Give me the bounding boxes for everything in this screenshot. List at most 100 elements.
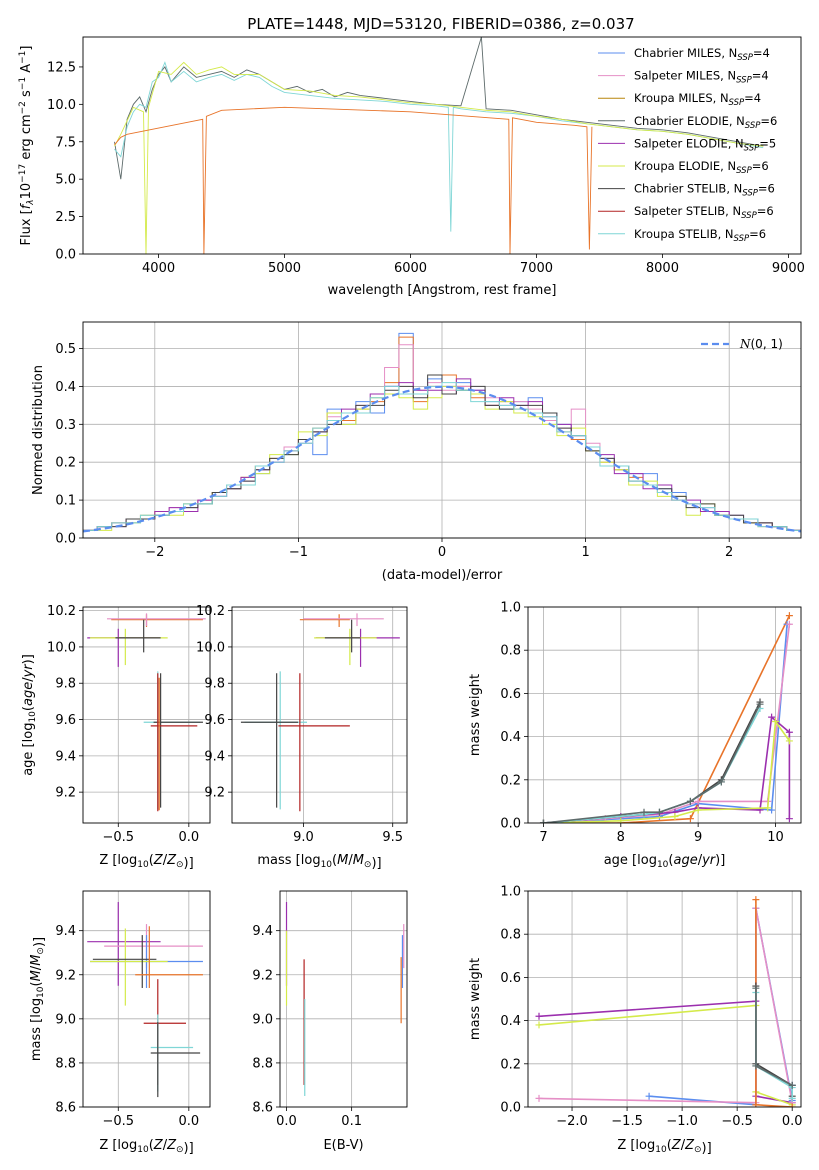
- axes-mass-vs-Z: −0.5 0.08.68.89.09.29.4Z [log10(Z/Z⊙)]mas…: [29, 890, 211, 1156]
- axes-frame: [82, 606, 211, 824]
- y-tick-label: 9.4: [55, 924, 76, 939]
- y-tick-label: 9.0: [252, 1012, 273, 1027]
- weight-line: [538, 1000, 793, 1104]
- data-point: [785, 737, 793, 745]
- label-text: /: [698, 853, 703, 868]
- spectrum-line: [114, 61, 764, 254]
- data-point: [640, 808, 648, 816]
- y-axis-label: Normed distribution: [31, 365, 46, 495]
- label-sub: 10: [137, 860, 149, 870]
- y-tick-label: 10.0: [47, 640, 76, 655]
- label-text: ⊙: [176, 860, 184, 870]
- y-tick-label: 0.3: [55, 418, 76, 433]
- data-point: [535, 1094, 543, 1102]
- legend-entry: Salpeter MILES, NSSP=4: [634, 69, 769, 86]
- y-tick-label: 9.0: [55, 1012, 76, 1027]
- legend-entry: Salpeter STELIB, NSSP=6: [634, 204, 774, 221]
- label-text: Z: [166, 1138, 177, 1153]
- y-tick-label: 10.0: [47, 98, 76, 113]
- y-tick-label: 9.2: [204, 786, 225, 801]
- plot-area: [535, 896, 796, 1107]
- label-text: (: [149, 1138, 154, 1153]
- plot-area: [114, 37, 764, 254]
- legend-entry: Salpeter ELODIE, NSSP=5: [634, 136, 776, 153]
- axes-frame: [279, 890, 408, 1108]
- data-point: [539, 819, 547, 823]
- x-tick-label: 0.0: [276, 1114, 297, 1129]
- legend-sub: SSP: [742, 189, 758, 199]
- data-point: [686, 797, 694, 805]
- y-tick-label: 9.4: [252, 924, 273, 939]
- data-point: [785, 620, 793, 628]
- data-point: [752, 984, 760, 992]
- label-text: )]: [32, 937, 47, 947]
- y-tick-label: 8.8: [252, 1056, 273, 1071]
- legend-text: =6: [758, 182, 775, 196]
- data-point: [764, 804, 772, 812]
- label-text: )]: [702, 1141, 712, 1156]
- legend-text: =4: [744, 91, 761, 105]
- label-text: Z [log: [99, 1138, 137, 1153]
- label-text: age [log: [604, 853, 657, 868]
- label-text: age: [673, 853, 697, 868]
- legend-text: =6: [749, 227, 766, 241]
- label-text: /: [681, 1138, 686, 1153]
- label-sub: 10: [657, 860, 669, 870]
- label-text: )]: [184, 1141, 194, 1156]
- ylabel-part: A: [19, 64, 34, 77]
- axes-frame: [527, 606, 802, 824]
- legend-text: Salpeter ELODIE, N: [634, 136, 744, 150]
- y-tick-label: 9.6: [204, 713, 225, 728]
- x-tick-label: 0.0: [178, 830, 199, 845]
- y-axis-label: mass weight: [468, 674, 483, 756]
- x-tick-label: −0.5: [102, 830, 134, 845]
- legend-sub: SSP: [744, 143, 760, 153]
- data-point: [788, 1103, 796, 1107]
- label-text: /: [348, 853, 353, 868]
- label-text: (: [667, 1138, 672, 1153]
- data-point: [785, 612, 793, 620]
- data-point: [768, 806, 776, 814]
- x-axis-label: (data-model)/error: [382, 568, 503, 583]
- legend-text: =4: [752, 69, 769, 83]
- data-point: [756, 700, 764, 708]
- legend-sub: SSP: [734, 234, 750, 244]
- x-tick-label: 2: [725, 545, 733, 560]
- x-tick-label: 7: [539, 830, 547, 845]
- legend-text: =6: [760, 114, 777, 128]
- label-text: Z: [153, 853, 164, 868]
- label-text: mass [log: [29, 998, 44, 1061]
- x-axis-label: E(B-V): [323, 1138, 363, 1153]
- label-text: M: [29, 970, 44, 981]
- axis-label: age [log10(age/yr)]: [21, 654, 38, 776]
- y-tick-label: 9.6: [55, 713, 76, 728]
- ylabel-part: f: [19, 202, 34, 209]
- y-tick-label: 0.6: [500, 687, 521, 702]
- axis-label: mass [log10(M/M⊙)]: [29, 937, 47, 1061]
- x-tick-label: 0.0: [782, 1114, 803, 1129]
- data-point: [645, 1092, 653, 1100]
- gaussian-curve: [83, 385, 801, 533]
- histogram-step: [83, 378, 801, 538]
- x-tick-label: −1.5: [611, 1114, 643, 1129]
- label-text: M: [353, 853, 364, 868]
- y-tick-label: 8.6: [252, 1101, 273, 1116]
- legend-text: (0, 1): [751, 337, 783, 351]
- legend-text: Chabrier STELIB, N: [634, 182, 742, 196]
- y-tick-label: 1.0: [500, 885, 521, 900]
- legend-entry: Chabrier MILES, NSSP=4: [634, 46, 770, 63]
- y-tick-label: 0.6: [500, 971, 521, 986]
- legend-entry: Chabrier STELIB, NSSP=6: [634, 182, 775, 199]
- legend-text: Kroupa STELIB, N: [634, 227, 734, 241]
- ylabel-part: erg cm: [19, 114, 34, 163]
- legend-text: Chabrier MILES, N: [634, 46, 737, 60]
- label-text: ⊙: [364, 860, 372, 870]
- legend-entry: N(0, 1): [739, 337, 783, 351]
- y-tick-label: 0.2: [500, 773, 521, 788]
- label-text: ⊙: [694, 1145, 702, 1155]
- label-text: age [log: [21, 723, 36, 776]
- legend-text: Salpeter STELIB, N: [634, 204, 741, 218]
- label-text: ⊙: [36, 947, 46, 955]
- x-tick-label: 0: [438, 545, 446, 560]
